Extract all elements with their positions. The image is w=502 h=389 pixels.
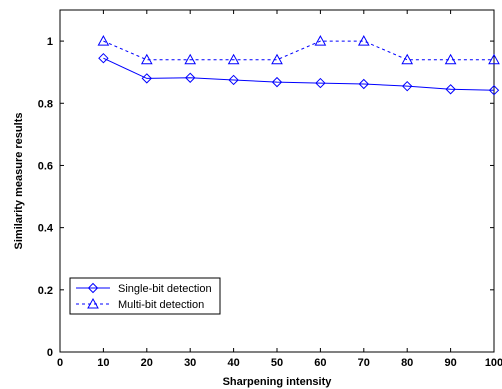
- data-point: [271, 53, 283, 65]
- data-point: [228, 74, 239, 86]
- y-tick-label: 0: [47, 347, 53, 359]
- y-tick-label: 0.6: [38, 160, 53, 172]
- y-tick-label: 1: [47, 36, 53, 48]
- x-tick-label: 100: [485, 357, 502, 369]
- data-point: [488, 85, 500, 96]
- x-tick-label: 80: [401, 357, 413, 369]
- data-point: [271, 76, 283, 88]
- series-layer: [97, 35, 500, 96]
- data-point: [401, 53, 414, 65]
- data-point: [444, 53, 457, 65]
- data-point: [401, 80, 413, 92]
- data-point: [184, 72, 196, 83]
- series-single-bit: [98, 52, 500, 96]
- tick-labels: 0 10 20 30 40 50 60 70 80 90 100 0 0.2 0.4 0.6 0.8 1: [38, 36, 502, 369]
- data-point: [315, 77, 326, 89]
- x-tick-label: 70: [358, 357, 370, 369]
- x-tick-label: 90: [444, 357, 456, 369]
- legend-label: Single-bit detection: [118, 283, 212, 295]
- legend-entry: Multi-bit detection: [76, 297, 204, 311]
- data-point: [184, 53, 197, 65]
- legend-marker: [87, 297, 99, 309]
- data-point: [98, 52, 109, 64]
- data-point: [227, 53, 240, 65]
- series-multi-bit: [97, 35, 500, 65]
- x-axis-label: Sharpening intensity: [223, 376, 333, 388]
- x-tick-label: 30: [184, 357, 196, 369]
- y-tick-label: 0.4: [38, 223, 54, 235]
- data-point: [358, 78, 370, 90]
- data-point: [488, 53, 500, 65]
- series-line: [103, 57, 495, 91]
- data-point: [97, 35, 110, 46]
- x-tick-label: 0: [57, 357, 63, 369]
- x-tick-label: 10: [97, 357, 109, 369]
- data-point: [314, 35, 327, 46]
- legend: Single-bit detection Multi-bit detection: [69, 277, 221, 315]
- data-point: [445, 84, 456, 95]
- series-line: [103, 40, 494, 61]
- x-tick-label: 60: [314, 357, 326, 369]
- y-axis-label: Similarity measure results: [13, 113, 25, 250]
- x-tick-label: 40: [227, 357, 239, 369]
- axis-ticks: [59, 10, 495, 353]
- data-point: [357, 35, 370, 46]
- x-tick-label: 20: [141, 357, 153, 369]
- legend-marker: [87, 282, 99, 294]
- y-tick-label: 0.2: [38, 285, 53, 297]
- legend-entry: Single-bit detection: [76, 282, 212, 295]
- legend-label: Multi-bit detection: [118, 299, 204, 311]
- data-point: [141, 73, 153, 84]
- data-point: [140, 53, 153, 65]
- x-tick-label: 50: [271, 357, 283, 369]
- y-tick-label: 0.8: [38, 98, 53, 110]
- legend-items: Single-bit detection Multi-bit detection: [76, 282, 212, 311]
